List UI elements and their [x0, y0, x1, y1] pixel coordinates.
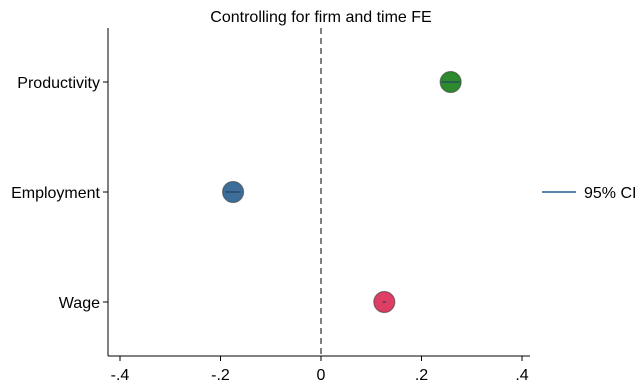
- y-tick-label-1: Employment: [11, 185, 100, 202]
- x-tick-label-2: 0: [317, 367, 326, 381]
- legend-label-ci: 95% CI: [584, 185, 636, 202]
- legend: 95% CI: [542, 185, 636, 202]
- x-tick-label-4: .4: [515, 367, 528, 381]
- x-tick-label-0: -.4: [111, 367, 130, 381]
- x-tick-label-3: .2: [415, 367, 428, 381]
- y-tick-label-0: Productivity: [17, 75, 100, 92]
- axes: -.4 -.2 0 .2 .4 Productivity Employment Wage: [11, 28, 530, 381]
- x-tick-label-1: -.2: [211, 367, 230, 381]
- chart-title: Controlling for firm and time FE: [210, 9, 431, 26]
- chart-marks: [221, 28, 462, 356]
- y-tick-label-2: Wage: [59, 295, 100, 312]
